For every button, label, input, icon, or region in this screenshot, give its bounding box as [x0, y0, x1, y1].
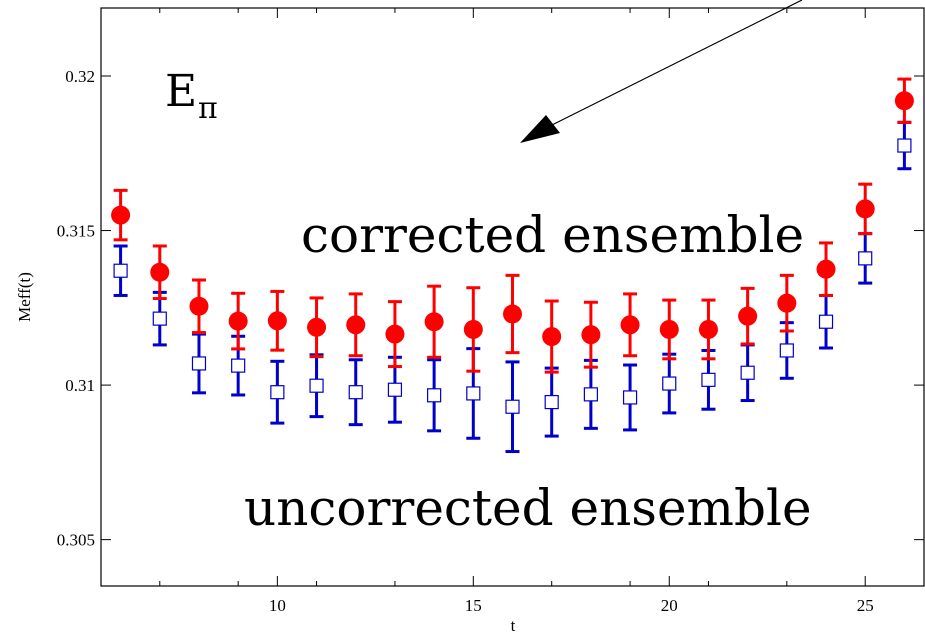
data-point-square	[544, 394, 559, 410]
plot-frame	[100, 7, 925, 587]
uncorrected-ensemble-label: uncorrected ensemble	[244, 479, 812, 537]
x-tick-label: 10	[269, 596, 286, 615]
data-point-square	[270, 385, 285, 400]
data-point-square	[466, 386, 481, 401]
data-point-square	[897, 138, 912, 153]
corrected-ensemble-label: corrected ensemble	[301, 206, 804, 264]
data-point-square	[152, 311, 167, 326]
e-pi-subscript: π	[198, 91, 218, 126]
tick-labels: 10 15 20 25 0.305 0.31 0.315 0.32	[57, 67, 874, 615]
data-point-circle	[777, 293, 797, 313]
arrow-head	[520, 115, 560, 143]
data-point-circle	[855, 199, 875, 219]
data-point-circle	[581, 325, 601, 345]
data-point-square	[113, 263, 128, 278]
data-point-circle	[463, 319, 483, 339]
data-point-square	[387, 382, 403, 397]
data-point-circle	[620, 315, 640, 335]
data-point-square	[427, 388, 442, 403]
axes	[100, 7, 925, 587]
y-tick-label: 0.32	[65, 67, 95, 86]
data-point-square	[505, 399, 520, 414]
data-point-circle	[228, 311, 248, 331]
series-corrected	[111, 77, 914, 374]
data-point-square	[622, 390, 638, 405]
data-point-circle	[307, 317, 327, 337]
data-series	[111, 77, 914, 454]
y-axis-title: Meff(t)	[15, 272, 34, 322]
x-axis-title: t	[511, 616, 516, 635]
y-tick-label: 0.305	[57, 531, 95, 550]
data-point-circle	[659, 319, 679, 339]
data-point-square	[662, 376, 677, 391]
data-point-circle	[424, 312, 444, 332]
data-point-circle	[698, 319, 718, 339]
data-point-circle	[111, 205, 131, 225]
data-point-square	[231, 358, 246, 373]
tick-marks	[101, 8, 924, 586]
y-tick-label: 0.31	[65, 376, 95, 395]
data-point-square	[818, 314, 834, 329]
data-point-square	[740, 365, 755, 380]
series-uncorrected	[113, 120, 912, 454]
data-point-square	[191, 356, 207, 371]
x-tick-label: 25	[857, 596, 874, 615]
data-point-circle	[894, 91, 914, 111]
data-point-square	[701, 372, 716, 387]
data-point-circle	[738, 306, 758, 326]
data-point-square	[348, 385, 363, 400]
data-point-circle	[816, 259, 836, 279]
data-point-circle	[542, 327, 562, 347]
data-point-square	[309, 378, 324, 393]
data-point-square	[858, 251, 873, 266]
x-tick-label: 15	[465, 596, 482, 615]
e-pi-main: E	[165, 66, 197, 117]
data-point-circle	[150, 262, 170, 282]
data-point-circle	[267, 311, 287, 331]
data-point-circle	[346, 315, 366, 335]
data-point-circle	[189, 296, 209, 316]
x-tick-label: 20	[661, 596, 678, 615]
e-pi-label: E π	[165, 66, 218, 126]
data-point-square	[583, 387, 598, 402]
arrow-shaft	[549, 0, 803, 127]
data-point-square	[779, 343, 794, 358]
annotation-arrow	[520, 0, 803, 143]
data-point-circle	[503, 304, 522, 324]
data-point-circle	[385, 324, 405, 344]
y-tick-label: 0.315	[57, 222, 95, 241]
